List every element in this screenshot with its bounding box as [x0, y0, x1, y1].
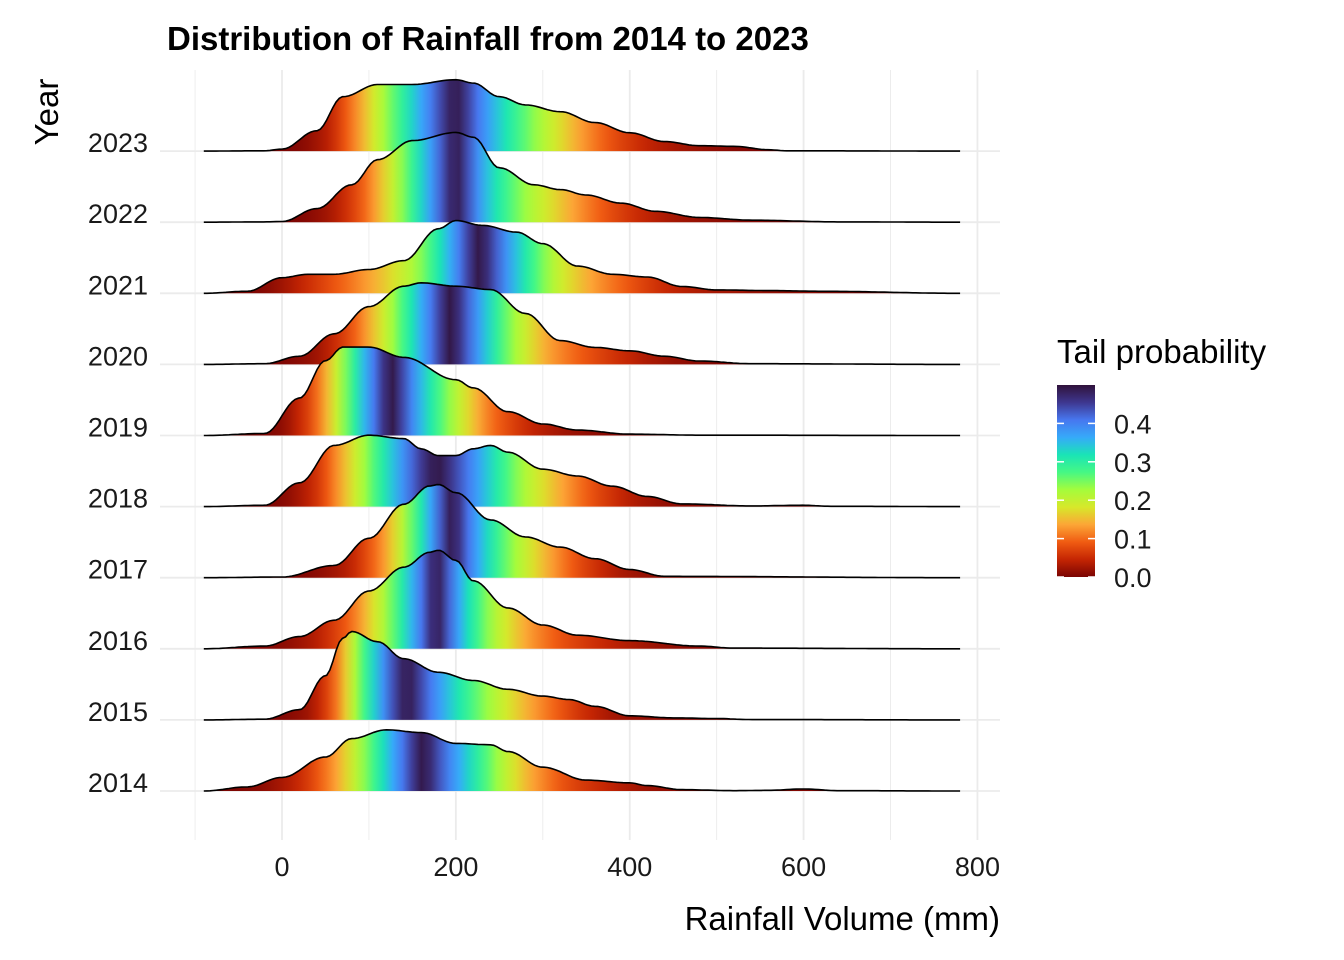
ridge-line-2020	[203, 281, 961, 366]
ridge-area-2016	[203, 550, 961, 649]
y-tick-label-2019: 2019	[88, 413, 148, 443]
ridge-area-2017	[203, 484, 961, 578]
y-tick-label-2014: 2014	[88, 768, 148, 798]
legend-tick-label: 0.1	[1114, 525, 1152, 555]
x-tick-label: 400	[607, 852, 652, 882]
ridge-area-2020	[203, 282, 961, 365]
y-tick-label-2023: 2023	[88, 128, 148, 158]
ridge-area-2014	[203, 729, 961, 791]
legend-ticks: 0.0 0.1 0.2 0.3 0.4	[1057, 409, 1152, 593]
ridge-area-2018	[203, 435, 961, 507]
y-tick-labels: 2014 2015 2016 2017 2018 2019 2020 2021 2022 2023	[88, 128, 148, 798]
chart-title: Distribution of Rainfall from 2014 to 20…	[167, 20, 809, 57]
ridge-line-2021	[203, 219, 961, 295]
y-tick-label-2018: 2018	[88, 484, 148, 514]
legend: Tail probability 0.0 0.1 0.2 0.3 0.4	[1057, 333, 1267, 593]
y-tick-label-2016: 2016	[88, 626, 148, 656]
ridge-line-2019	[203, 346, 961, 437]
y-axis-title: Year	[28, 79, 65, 146]
ridge-line-2022	[203, 131, 961, 223]
x-axis-title: Rainfall Volume (mm)	[685, 900, 1000, 937]
ridge-line-2015	[203, 630, 961, 721]
ridge-area-2019	[203, 347, 961, 436]
ridge-area-2015	[203, 631, 961, 720]
x-tick-labels: 0 200 400 600 800	[274, 852, 999, 882]
ridge-area-2023	[203, 79, 961, 152]
ridge-line-2018	[203, 434, 961, 508]
y-tick-label-2022: 2022	[88, 199, 148, 229]
legend-tick-label: 0.3	[1114, 448, 1152, 478]
gridlines	[160, 70, 1000, 840]
legend-tick-label: 0.0	[1114, 563, 1152, 593]
y-tick-label-2020: 2020	[88, 341, 148, 371]
x-tick-label: 600	[781, 852, 826, 882]
legend-colorbar	[1057, 385, 1095, 577]
x-tick-label: 800	[955, 852, 1000, 882]
y-tick-label-2021: 2021	[88, 270, 148, 300]
x-tick-label: 200	[433, 852, 478, 882]
legend-title: Tail probability	[1057, 333, 1267, 370]
ridge-line-2023	[203, 78, 961, 152]
ridge-line-2017	[203, 483, 961, 579]
ridge-line-2014	[203, 728, 961, 792]
y-tick-label-2017: 2017	[88, 555, 148, 585]
legend-tick-label: 0.2	[1114, 486, 1152, 516]
y-tick-label-2015: 2015	[88, 697, 148, 727]
ridge-area-2022	[203, 132, 961, 223]
ridge-area-2021	[203, 220, 961, 294]
legend-tick-label: 0.4	[1114, 409, 1152, 439]
ridges	[203, 78, 961, 792]
x-tick-label: 0	[274, 852, 289, 882]
ridge-line-2016	[203, 549, 961, 650]
